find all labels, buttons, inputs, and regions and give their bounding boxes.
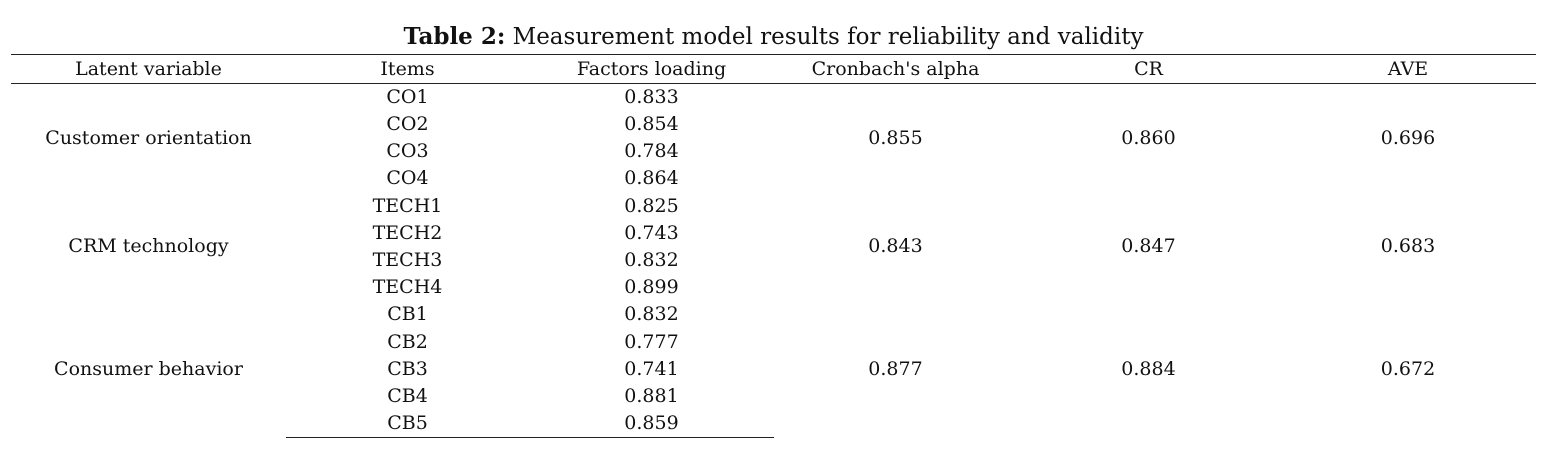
item-cell: CB3 — [387, 357, 428, 380]
table-row: CB3 0.741 — [11, 356, 1536, 383]
header-row: Latent variable Items Factors loading Cr… — [11, 54, 1536, 84]
cronbachs-alpha-cell: 0.877 — [868, 357, 923, 380]
factor-loading-cell: 0.864 — [624, 167, 679, 190]
factor-loading-cell: 0.825 — [624, 194, 679, 217]
caption-label: Table 2: — [403, 23, 506, 50]
table-row: CB5 0.859 — [11, 410, 1536, 439]
table-row: CB2 0.777 — [11, 329, 1536, 356]
item-cell: CO1 — [386, 86, 429, 108]
header-ave: AVE — [1280, 54, 1536, 84]
header-factors-loading: Factors loading — [529, 54, 774, 84]
header-cronbachs-alpha: Cronbach's alpha — [774, 54, 1017, 84]
table-body: Customer orientation CO1 0.833 0.855 0.860 0.… — [11, 84, 1536, 439]
factor-loading-cell: 0.899 — [624, 276, 679, 299]
factor-loading-cell: 0.859 — [529, 410, 774, 439]
factor-loading-cell: 0.777 — [624, 330, 679, 353]
table-row: CO3 0.784 — [11, 138, 1536, 165]
factor-loading-cell: 0.881 — [624, 384, 679, 407]
factor-loading-cell: 0.854 — [624, 113, 679, 136]
cr-cell: 0.847 — [1121, 235, 1176, 258]
factor-loading-cell: 0.833 — [624, 86, 679, 108]
measurement-table: Latent variable Items Factors loading Cr… — [11, 54, 1536, 439]
ave-cell: 0.672 — [1380, 357, 1436, 380]
item-cell: CO3 — [386, 140, 429, 163]
latent-variable-cell: Customer orientation — [45, 126, 252, 149]
item-cell: CB5 — [286, 410, 529, 439]
factor-loading-cell: 0.784 — [624, 140, 679, 163]
header-items: Items — [286, 54, 529, 84]
factor-loading-cell: 0.743 — [624, 221, 679, 244]
item-cell: TECH3 — [372, 249, 443, 272]
ave-cell: 0.696 — [1380, 126, 1436, 149]
table-row: Consumer behavior CB1 0.832 0.877 0.884 0.672 — [11, 301, 1536, 380]
item-cell: CB2 — [387, 330, 428, 353]
header-latent-variable: Latent variable — [11, 54, 286, 84]
header-cr: CR — [1017, 54, 1280, 84]
item-cell: TECH1 — [372, 194, 443, 217]
item-cell: CO2 — [386, 113, 429, 136]
cronbachs-alpha-cell: 0.855 — [868, 126, 923, 149]
ave-cell: 0.683 — [1380, 235, 1436, 258]
table-row: TECH3 0.832 — [11, 247, 1536, 274]
latent-variable-cell: CRM technology — [68, 235, 229, 258]
item-cell: TECH4 — [372, 276, 443, 299]
cronbachs-alpha-cell: 0.843 — [868, 235, 923, 258]
factor-loading-cell: 0.832 — [624, 249, 679, 272]
item-cell: CB1 — [387, 303, 428, 326]
caption-text: Measurement model results for reliabilit… — [505, 24, 1144, 50]
factor-loading-cell: 0.832 — [624, 303, 679, 326]
table-row: CO2 0.854 — [11, 111, 1536, 138]
table-container: Table 2: Measurement model results for r… — [11, 20, 1536, 439]
table-caption: Table 2: Measurement model results for r… — [11, 20, 1536, 54]
table-row: CRM technology TECH1 0.825 0.843 0.847 0.683 — [11, 193, 1536, 258]
item-cell: TECH2 — [372, 221, 443, 244]
item-cell: CB4 — [387, 384, 428, 407]
factor-loading-cell: 0.741 — [624, 357, 679, 380]
item-cell: CO4 — [386, 167, 429, 190]
table-row: CB4 0.881 — [11, 383, 1536, 410]
table-row: TECH2 0.743 — [11, 220, 1536, 247]
cr-cell: 0.884 — [1121, 357, 1176, 380]
table-row: TECH4 0.899 — [11, 274, 1536, 301]
table-row: Customer orientation CO1 0.833 0.855 0.860 0.… — [11, 84, 1536, 149]
cr-cell: 0.860 — [1121, 126, 1176, 149]
table-row: CO4 0.864 — [11, 165, 1536, 192]
latent-variable-cell: Consumer behavior — [54, 357, 243, 380]
